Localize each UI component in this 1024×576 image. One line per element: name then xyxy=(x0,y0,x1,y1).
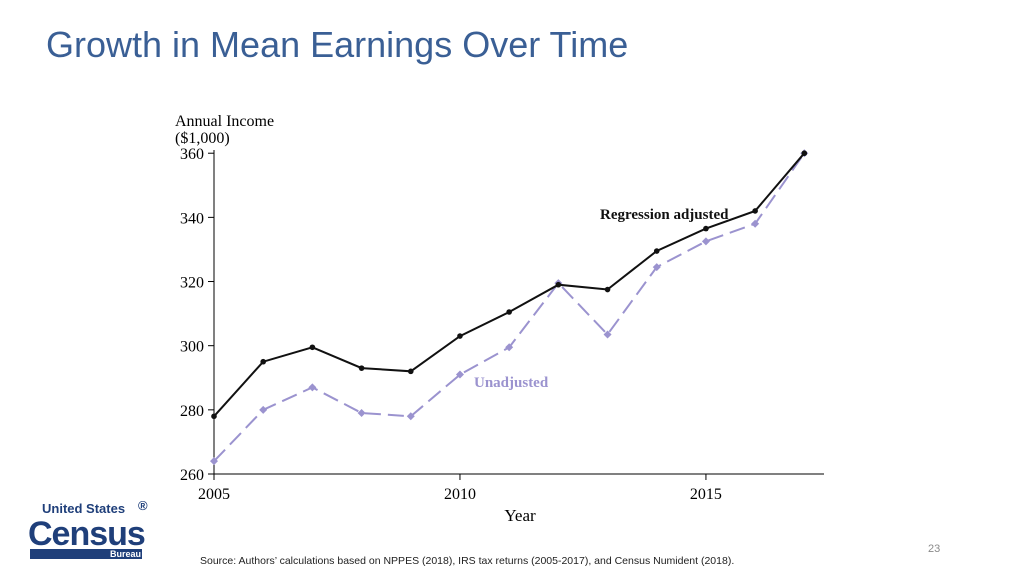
y-tick-label: 300 xyxy=(180,339,204,356)
y-axis-label-line1: Annual Income xyxy=(175,113,274,130)
data-point-regression-adjusted xyxy=(703,225,709,232)
data-point-regression-adjusted xyxy=(260,358,266,365)
y-tick-label: 340 xyxy=(180,210,204,227)
data-point-unadjusted xyxy=(455,370,464,379)
data-point-regression-adjusted xyxy=(407,368,414,375)
data-point-regression-adjusted xyxy=(309,344,316,351)
data-point-unadjusted xyxy=(751,219,760,228)
data-point-unadjusted xyxy=(308,383,317,392)
logo-bureau-bar xyxy=(30,549,142,559)
data-point-unadjusted xyxy=(259,405,268,414)
data-point-unadjusted xyxy=(357,409,366,418)
x-axis-label: Year xyxy=(504,506,536,525)
data-point-regression-adjusted xyxy=(506,309,512,315)
data-point-unadjusted xyxy=(652,263,661,272)
y-tick-label: 320 xyxy=(180,275,204,292)
series-line-unadjusted xyxy=(213,152,806,462)
series-label-regression-adjusted: Regression adjusted xyxy=(600,207,729,223)
data-point-unadjusted xyxy=(701,237,710,246)
logo-registered-mark: ® xyxy=(138,500,148,513)
data-point-unadjusted xyxy=(406,412,415,421)
series-label-unadjusted: Unadjusted xyxy=(474,375,549,391)
y-tick-label: 280 xyxy=(180,403,204,420)
data-point-regression-adjusted xyxy=(358,365,365,371)
data-point-regression-adjusted xyxy=(457,333,463,339)
y-axis-label-line2: ($1,000) xyxy=(175,130,230,147)
source-note: Source: Authors’ calculations based on N… xyxy=(200,555,735,567)
data-point-regression-adjusted xyxy=(211,413,217,420)
data-point-regression-adjusted xyxy=(604,286,611,293)
data-point-unadjusted xyxy=(603,330,612,339)
census-bureau-logo: United States ® Census Bureau xyxy=(28,500,148,559)
x-tick-label: 2010 xyxy=(444,486,476,503)
logo-line-1: United States xyxy=(42,501,125,516)
slide-title: Growth in Mean Earnings Over Time xyxy=(46,24,629,65)
data-point-regression-adjusted xyxy=(653,248,660,254)
y-tick-label: 260 xyxy=(180,467,204,484)
data-point-regression-adjusted xyxy=(752,208,758,214)
data-point-regression-adjusted xyxy=(555,281,562,288)
plot-series xyxy=(210,149,809,466)
page-number: 23 xyxy=(928,543,941,555)
x-tick-label: 2015 xyxy=(690,486,722,503)
y-tick-label: 360 xyxy=(180,146,204,163)
logo-line-2: Census xyxy=(28,515,145,553)
x-tick-label: 2005 xyxy=(198,486,230,503)
data-point-unadjusted xyxy=(210,457,218,466)
data-point-unadjusted xyxy=(505,343,514,352)
data-point-regression-adjusted xyxy=(801,150,808,157)
y-axis-ticks: 260 280 300 320 340 360 xyxy=(180,146,214,484)
x-axis-ticks: 2005 2010 2015 xyxy=(198,474,722,503)
logo-line-3: Bureau xyxy=(110,549,141,559)
